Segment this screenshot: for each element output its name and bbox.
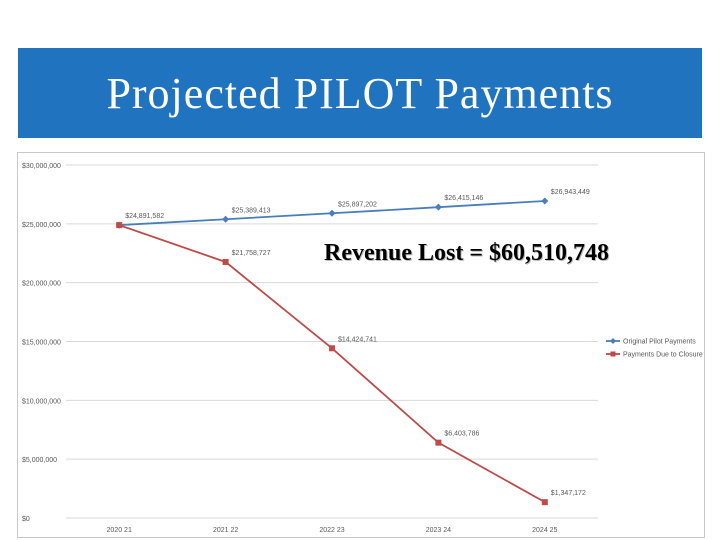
y-tick-label: $15,000,000 bbox=[22, 340, 61, 347]
data-label: $26,943,449 bbox=[551, 189, 590, 196]
data-label: $24,891,582 bbox=[125, 213, 164, 220]
slide-title: Projected PILOT Payments bbox=[106, 68, 614, 118]
data-point-square bbox=[116, 222, 123, 229]
line-chart: $0 $5,000,000 $10,000,000 $15,000,000 $20,00… bbox=[22, 163, 703, 534]
data-point-square bbox=[435, 439, 442, 446]
x-tick-label: 2024 25 bbox=[532, 527, 557, 534]
legend-marker bbox=[610, 351, 616, 357]
data-point-square bbox=[329, 345, 335, 352]
legend-label: Payments Due to Closure bbox=[623, 352, 703, 359]
legend-label: Original Pilot Payments bbox=[623, 339, 696, 346]
data-label: $6,403,786 bbox=[444, 431, 479, 438]
chart-area: $0 $5,000,000 $10,000,000 $15,000,000 $20,00… bbox=[17, 152, 705, 538]
revenue-lost-annotation: Revenue Lost = $60,510,748 bbox=[324, 240, 609, 266]
data-label: $25,389,413 bbox=[232, 207, 271, 214]
data-point-diamond bbox=[434, 203, 442, 211]
y-tick-label: $5,000,000 bbox=[22, 457, 57, 464]
data-point-square bbox=[222, 258, 229, 265]
data-point-diamond bbox=[541, 197, 549, 205]
y-tick-label: $30,000,000 bbox=[22, 163, 61, 170]
data-point-diamond bbox=[328, 209, 336, 217]
data-label: $25,897,202 bbox=[338, 201, 377, 208]
x-tick-label: 2020 21 bbox=[107, 527, 132, 534]
data-point-square bbox=[541, 499, 548, 506]
y-tick-label: $0 bbox=[22, 516, 30, 523]
y-tick-label: $10,000,000 bbox=[22, 398, 61, 405]
legend-marker bbox=[610, 338, 616, 344]
x-tick-label: 2023 24 bbox=[426, 527, 451, 534]
data-label: $14,424,741 bbox=[338, 336, 377, 343]
x-tick-label: 2022 23 bbox=[319, 527, 344, 534]
data-point-diamond bbox=[222, 215, 230, 223]
y-tick-label: $25,000,000 bbox=[22, 222, 61, 229]
data-label: $1,347,172 bbox=[551, 490, 586, 497]
data-label: $26,415,146 bbox=[444, 195, 483, 202]
title-banner: Projected PILOT Payments bbox=[18, 48, 702, 138]
data-label: $21,758,727 bbox=[232, 250, 271, 257]
y-tick-label: $20,000,000 bbox=[22, 281, 61, 288]
x-tick-label: 2021 22 bbox=[213, 527, 238, 534]
